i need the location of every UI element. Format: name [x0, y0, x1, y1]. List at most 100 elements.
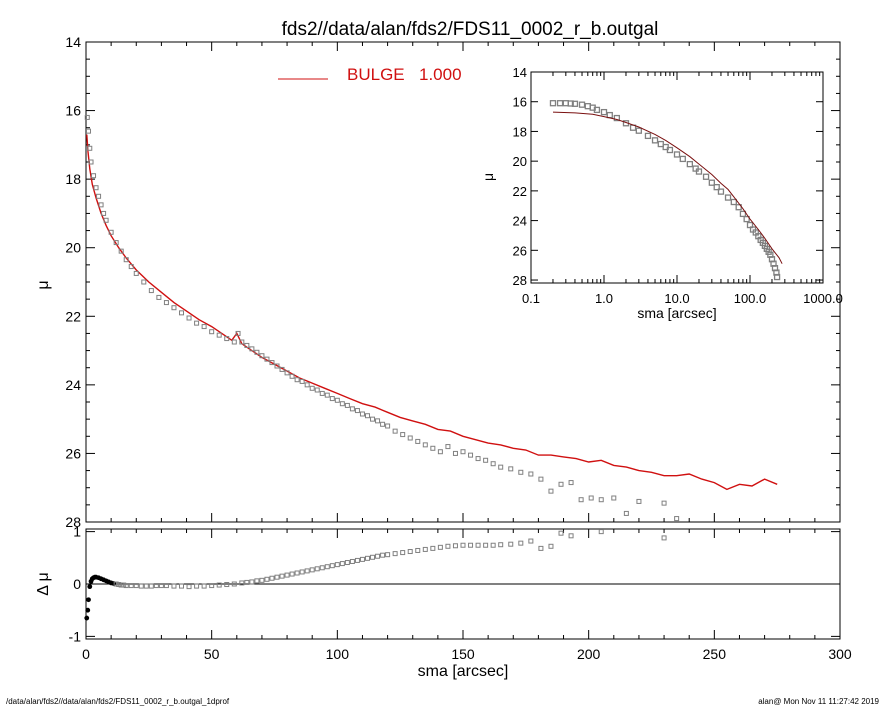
residual-data-point [194, 583, 200, 589]
inset-x-tick-label-0: 0.1 [522, 291, 540, 306]
main-y-tick-label-4: 22 [65, 308, 81, 324]
residual-y-label: Δ μ [35, 572, 52, 595]
main-data-point [329, 396, 335, 402]
main-data-point [339, 401, 345, 407]
main-data-point [407, 435, 413, 441]
residual-data-point [568, 533, 574, 539]
main-data-point [475, 456, 481, 462]
residual-data-point [116, 582, 122, 588]
residual-data-point [548, 543, 554, 549]
main-data-point [364, 413, 370, 419]
main-data-point [163, 300, 169, 306]
residual-data-point [284, 572, 290, 578]
main-data-point [344, 402, 350, 408]
main-data-point [568, 480, 574, 486]
main-data-point [548, 488, 554, 494]
residual-data-point [118, 582, 124, 588]
main-x-ticks [85, 42, 841, 522]
residual-panel: 0 50 100 150 200 250 300 10-1 Δ μ sma [arcsec] [35, 524, 852, 680]
main-data-point [674, 516, 680, 522]
residual-data-point [364, 555, 370, 561]
main-data-point [209, 329, 215, 335]
main-data-point [370, 416, 376, 422]
inset-data-point [679, 155, 686, 163]
main-data-point [359, 411, 365, 417]
main-data-point [598, 497, 604, 503]
inset-x-tick-label-4: 1000.0 [803, 291, 843, 306]
main-panel: 14 16 18 20 22 24 26 28 μ BULGE 1.000 [35, 34, 841, 530]
main-data-point [235, 330, 241, 336]
main-data-point [289, 373, 295, 379]
main-data-point [349, 406, 355, 412]
inset-y-tick-label-4: 22 [513, 184, 527, 199]
main-data-point [508, 466, 514, 472]
residual-data-point [339, 561, 345, 567]
residual-x-label: sma [arcsec] [418, 663, 509, 680]
main-data-point [354, 408, 360, 414]
footer-left: /data/alan/fds2//data/alan/fds2/FDS11_00… [6, 697, 230, 706]
inset-data-point [713, 184, 720, 191]
residual-data-point [344, 560, 350, 566]
inset-data-series [549, 100, 781, 281]
main-data-point [309, 385, 315, 391]
residual-data-point [274, 574, 280, 580]
inset-plot-frame [530, 71, 824, 284]
residual-data-point [304, 568, 310, 574]
main-data-point [224, 336, 230, 342]
main-data-point [422, 442, 428, 448]
main-data-point [101, 210, 107, 216]
main-data-point [88, 159, 94, 165]
main-data-point [91, 173, 97, 179]
inset-data-point [724, 194, 732, 201]
main-y-tick-label-2: 18 [65, 171, 81, 187]
residual-y-tick-label-0: 1 [73, 524, 81, 540]
main-data-point [93, 185, 99, 191]
residual-data-point [279, 573, 285, 579]
residual-data-point [437, 544, 443, 550]
main-data-point [558, 481, 564, 487]
inset-data-point [556, 100, 564, 107]
residual-data-point [452, 543, 458, 549]
main-data-point [490, 461, 496, 467]
residual-data-point [209, 583, 215, 589]
residual-y-tick-label-2: -1 [69, 628, 82, 644]
residual-x-tick-label-1: 50 [204, 646, 220, 662]
residual-data-point [385, 552, 391, 558]
residual-data-point [158, 583, 164, 589]
main-data-point [128, 264, 134, 270]
residual-data-point [299, 569, 305, 575]
main-data-point [216, 332, 222, 338]
main-data-point [148, 288, 154, 294]
residual-data-point [430, 545, 436, 551]
residual-data-point [498, 542, 504, 548]
inset-data-point [708, 179, 715, 186]
inset-y-tick-label-3: 20 [513, 154, 527, 169]
residual-data-point [231, 581, 237, 587]
main-data-point [294, 377, 300, 383]
main-data-point [86, 128, 92, 134]
residual-y-ticks: 1 0 -1 [69, 524, 840, 644]
residual-data-point [400, 550, 406, 556]
residual-data-point [269, 575, 275, 581]
main-data-point [623, 510, 629, 516]
main-model-line [86, 134, 778, 491]
inset-y-tick-label-2: 18 [513, 124, 527, 139]
residual-data-point [171, 583, 177, 589]
inset-data-point [549, 100, 557, 107]
main-data-point [334, 397, 340, 403]
inset-y-ticks: 14 16 18 20 22 24 26 28 [513, 65, 823, 288]
residual-data-point [224, 582, 230, 588]
main-data-point [279, 366, 285, 372]
inset-data-point [773, 273, 781, 281]
residual-data-point [319, 565, 325, 571]
main-data-point [400, 432, 406, 438]
residual-x-ticks: 0 50 100 150 200 250 300 [82, 529, 852, 662]
main-y-tick-label-5: 24 [65, 377, 81, 393]
residual-data-point [407, 549, 413, 555]
main-data-point [259, 353, 265, 359]
main-y-tick-label-0: 14 [65, 34, 81, 50]
inset-x-tick-label-1: 1.0 [595, 291, 613, 306]
inset-y-tick-label-5: 24 [513, 214, 527, 229]
main-y-tick-label-1: 16 [65, 103, 81, 119]
